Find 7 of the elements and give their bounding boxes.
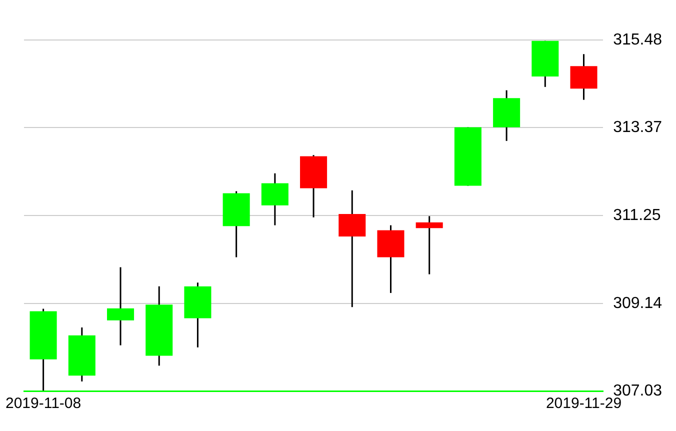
- y-tick-label: 315.48: [613, 31, 662, 48]
- x-tick-label: 2019-11-29: [546, 395, 622, 412]
- y-tick-label: 309.14: [613, 294, 662, 312]
- x-tick-label: 2019-11-08: [5, 395, 82, 412]
- candlestick: [416, 215, 443, 276]
- y-tick-label: 311.25: [613, 207, 661, 224]
- y-tick-label: 313.37: [613, 119, 662, 136]
